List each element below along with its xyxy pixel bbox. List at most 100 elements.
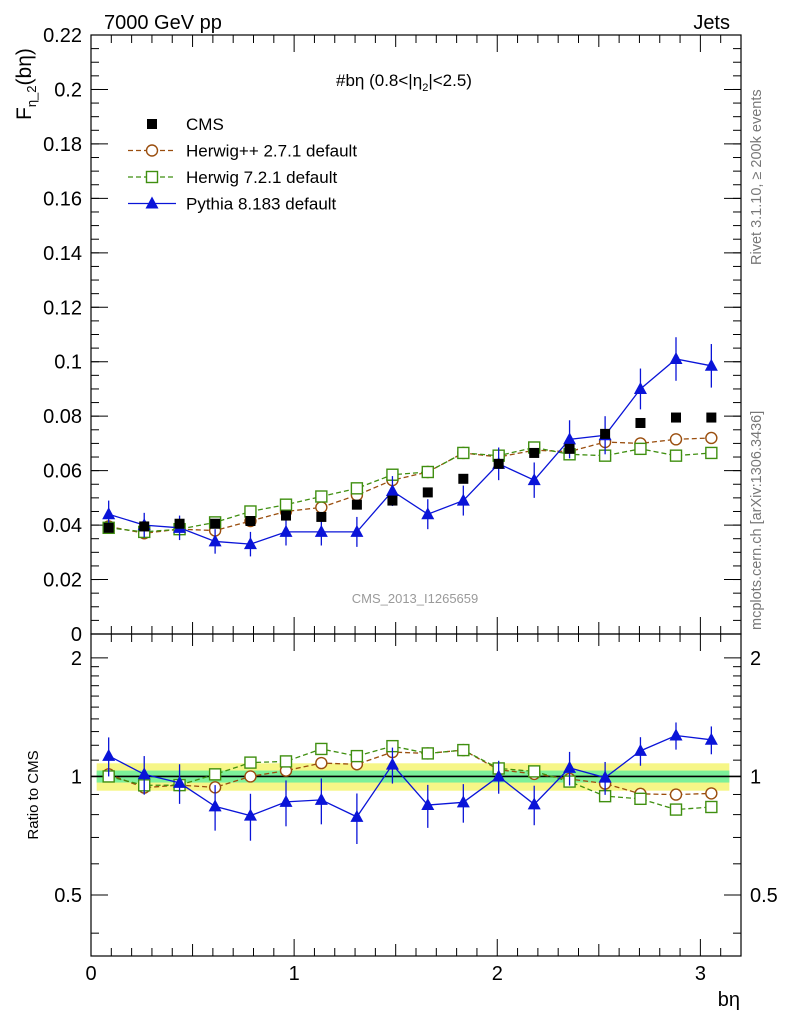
legend-marker <box>145 196 159 209</box>
ratio-point <box>208 799 222 812</box>
legend-label: Herwig++ 2.7.1 default <box>186 142 357 161</box>
data-point <box>564 443 575 454</box>
ratio-point <box>421 798 435 811</box>
ratio-tick-label: 2 <box>71 648 82 670</box>
data-point <box>635 417 646 428</box>
y-axis-label: Fη_2(bη) <box>13 48 39 120</box>
data-point <box>422 487 433 498</box>
y-tick-label: 0.1 <box>54 352 82 374</box>
data-point <box>704 358 718 371</box>
y-tick-label: 0.02 <box>43 570 82 592</box>
ratio-tick-label-right: 1 <box>750 766 761 788</box>
data-point <box>421 465 434 479</box>
ratio-point <box>350 749 364 763</box>
y-tick-label: 0.08 <box>43 406 82 428</box>
y-tick-label: 0.18 <box>43 134 82 156</box>
title-sub: 2 <box>422 82 428 94</box>
legend-label: CMS <box>186 115 224 134</box>
data-point <box>669 433 683 446</box>
data-point <box>244 505 257 518</box>
ratio-point <box>527 797 541 810</box>
y-tick-label: 0.04 <box>43 515 82 537</box>
data-point <box>208 534 222 547</box>
series-line <box>108 437 712 534</box>
data-point <box>351 499 362 510</box>
legend-marker <box>145 170 159 184</box>
ratio-point <box>634 792 647 806</box>
data-point <box>103 522 114 533</box>
data-point <box>634 442 647 456</box>
ratio-point <box>173 775 187 788</box>
ratio-point <box>315 742 328 756</box>
ratio-tick-label: 0.5 <box>54 885 82 907</box>
ratio-point <box>208 768 222 781</box>
data-point <box>705 446 718 460</box>
x-tick-label: 2 <box>492 963 503 985</box>
ratio-point <box>243 808 257 821</box>
data-point <box>456 493 470 506</box>
data-point <box>458 473 469 484</box>
data-point <box>493 458 504 469</box>
chart-title: #bη (0.8<|η2|<2.5) <box>336 71 472 94</box>
series-2 <box>102 441 718 539</box>
ratio-point <box>669 728 683 741</box>
ratio-tick-label: 1 <box>71 766 82 788</box>
data-point <box>527 473 541 486</box>
header-right: Jets <box>693 12 730 34</box>
legend-marker <box>145 144 159 157</box>
data-point <box>669 352 683 365</box>
series-3 <box>102 337 718 557</box>
y-tick-label: 0.16 <box>43 188 82 210</box>
ratio-point <box>244 770 257 783</box>
rivet-label: Rivet 3.1.10, ≥ 200k events <box>749 89 765 265</box>
x-axis-label: bη <box>718 989 740 1011</box>
data-point <box>350 482 364 495</box>
data-point <box>633 381 647 394</box>
x-tick-label: 0 <box>85 963 96 985</box>
legend: CMS Herwig++ 2.7.1 default Herwig 7.2.1 de… <box>128 115 357 214</box>
ratio-point <box>633 743 647 756</box>
x-tick-label: 3 <box>695 963 706 985</box>
ratio-point <box>669 788 683 801</box>
ratio-point <box>244 756 257 769</box>
ratio-point <box>492 769 506 782</box>
ratio-point <box>705 787 718 800</box>
ratio-point <box>704 732 718 745</box>
data-point <box>563 432 577 445</box>
series-0 <box>103 412 717 533</box>
data-point <box>421 507 435 520</box>
ratio-y-label: Ratio to CMS <box>25 750 42 839</box>
data-point <box>457 446 470 460</box>
ratio-point <box>669 803 683 816</box>
data-point <box>316 511 327 522</box>
data-point <box>706 412 717 423</box>
ratio-point <box>456 795 470 808</box>
main-axis-ticks: 0 0.02 0.04 0.06 0.08 0.1 0.12 0.14 0.16 0.18 0.2 0… <box>43 25 742 646</box>
ratio-series-group <box>102 722 718 845</box>
data-point <box>315 501 328 514</box>
y-tick-label: 0.12 <box>43 297 82 319</box>
ratio-tick-label-right: 2 <box>750 648 761 670</box>
ratio-point <box>279 755 293 768</box>
ratio-axis-ticks: 0.5 0.5 1 1 2 2 0 1 2 3 <box>54 634 778 985</box>
y-tick-label: 0.22 <box>43 25 82 47</box>
ratio-tick-label-right: 0.5 <box>750 885 778 907</box>
y-label-tail: (bη) <box>13 48 36 85</box>
data-point <box>671 412 681 423</box>
series-1 <box>102 431 718 540</box>
mcplots-label: mcplots.cern.ch [arXiv:1306.3436] <box>749 411 765 630</box>
y-tick-label: 0.06 <box>43 461 82 483</box>
data-point <box>315 490 328 503</box>
ratio-point <box>137 767 151 780</box>
title-main: #bη (0.8<|η <box>336 71 422 90</box>
ratio-point <box>563 760 577 773</box>
y-label-main: F <box>13 107 36 120</box>
data-point <box>279 524 293 537</box>
legend-marker <box>147 119 157 129</box>
data-point <box>281 510 291 521</box>
ratio-line <box>108 734 712 818</box>
legend-label: Pythia 8.183 default <box>186 195 337 214</box>
ratio-point <box>385 757 399 770</box>
ratio-point <box>598 770 612 783</box>
